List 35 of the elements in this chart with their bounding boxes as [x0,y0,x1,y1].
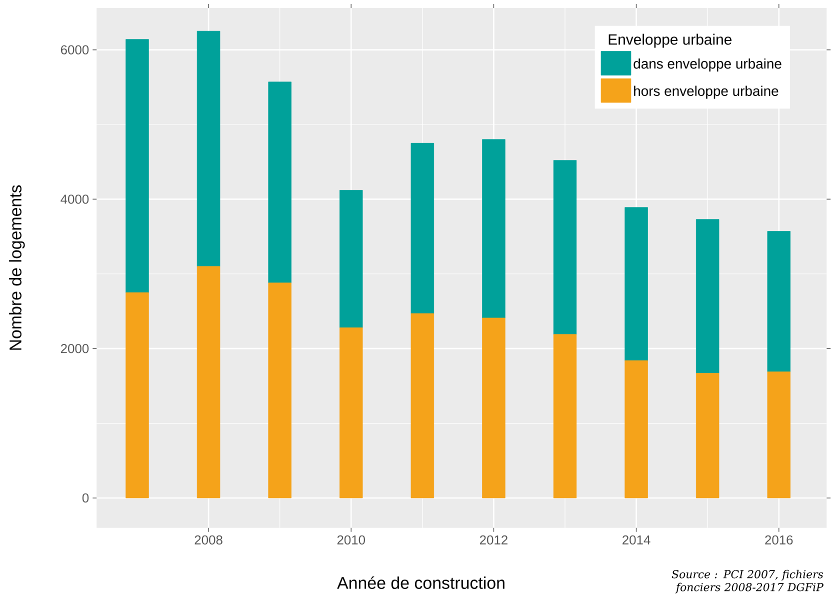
bar [340,328,363,498]
bar [624,207,648,361]
bar [696,219,720,374]
bar [196,266,220,498]
bar [340,190,363,328]
legend-label: hors enveloppe urbaine [634,86,778,99]
bar [553,334,577,498]
y-tick-label: 4000 [60,194,89,204]
legend-label: dans enveloppe urbaine [634,58,782,72]
bar [553,160,577,335]
bar [196,31,220,267]
source-note: Source : PCI 2007, fichiers fonciers 2008-2017 DGFiP [672,570,824,594]
bar [696,373,720,498]
y-tick-label: 6000 [60,45,89,55]
y-tick-label: 2000 [60,344,89,354]
bar [268,282,292,498]
bar [126,39,149,293]
bar [410,313,434,498]
legend-title: Enveloppe urbaine [608,34,732,48]
x-tick-label: 2014 [622,536,650,545]
x-tick-label: 2016 [765,536,793,545]
bar [767,231,790,372]
bar [126,292,149,498]
bar [410,143,434,314]
x-tick-label: 2012 [480,536,508,545]
x-tick-label: 2008 [194,536,222,545]
x-axis-title: Année de construction [337,576,504,590]
x-tick-label: 2010 [337,536,366,545]
bar [482,318,506,498]
bar [624,360,648,498]
bar [482,139,506,318]
bar [268,82,292,284]
bar [767,372,790,498]
y-tick-label: 0 [82,494,89,503]
y-axis-title: Nombre de logements [9,185,25,350]
